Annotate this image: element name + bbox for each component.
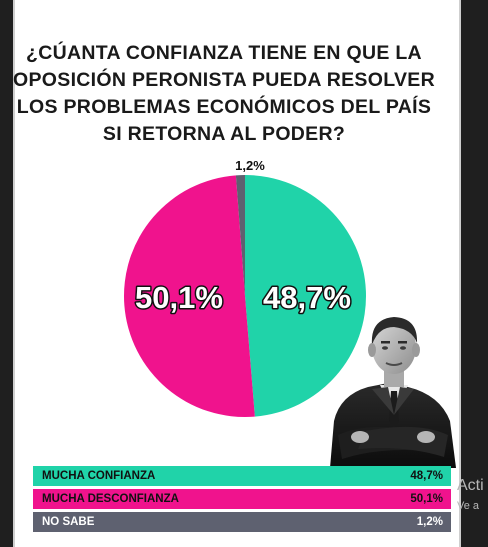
legend-label: MUCHA CONFIANZA (42, 470, 156, 482)
slice-mucha-confianza (245, 175, 367, 417)
data-label-confianza: 48,7% (263, 280, 351, 315)
chart-title: ¿CÚANTA CONFIANZA TIENE EN QUE LA OPOSIC… (13, 42, 435, 145)
legend-label: NO SABE (42, 516, 95, 528)
windows-activation-watermark: Acti (457, 477, 484, 494)
data-label-no-sabe: 1,2% (235, 158, 265, 173)
windows-activation-subtext: Ve a (457, 500, 480, 512)
data-label-desconfianza: 50,1% (135, 280, 223, 315)
legend-value: 48,7% (410, 470, 443, 482)
legend-label: MUCHA DESCONFIANZA (42, 493, 179, 505)
legend-value: 50,1% (410, 493, 443, 505)
legend-value: 1,2% (416, 516, 443, 528)
portrait-photo (330, 317, 456, 468)
slice-mucha-desconfianza (123, 175, 255, 418)
legend-row-desconfianza: MUCHA DESCONFIANZA 50,1% (33, 489, 451, 509)
legend-row-confianza: MUCHA CONFIANZA 48,7% (33, 466, 451, 486)
slice-no-sabe (235, 175, 245, 296)
legend-row-no-sabe: NO SABE 1,2% (33, 512, 451, 532)
